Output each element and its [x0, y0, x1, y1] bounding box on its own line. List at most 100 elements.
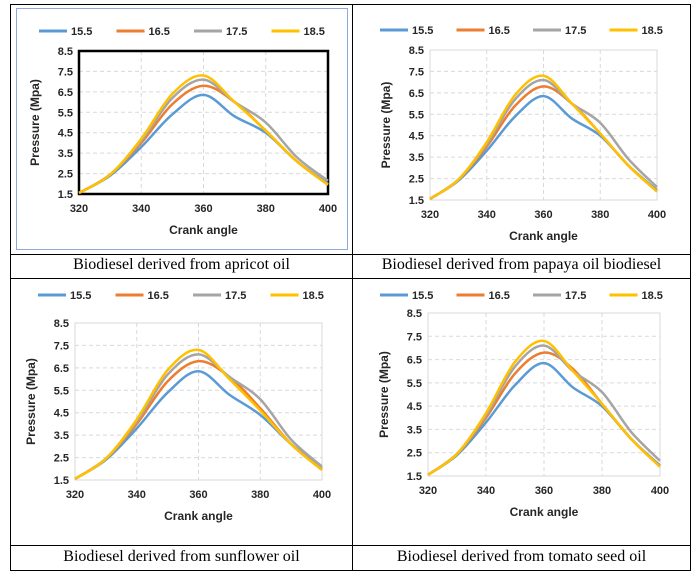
x-tick-label: 320 — [419, 485, 437, 497]
series-line-17.5 — [429, 78, 658, 200]
x-tick-label: 380 — [593, 485, 611, 497]
series-line-16.5 — [74, 359, 323, 480]
legend-label: 17.5 — [565, 25, 586, 37]
y-tick-label: 5.5 — [409, 109, 424, 121]
legend-label: 15.5 — [412, 25, 433, 37]
legend-label: 17.5 — [225, 290, 246, 302]
table-border — [10, 254, 691, 255]
x-tick-label: 340 — [477, 485, 495, 497]
y-tick-label: 5.5 — [407, 378, 422, 390]
y-tick-label: 6.5 — [54, 363, 69, 375]
y-tick-label: 8.5 — [409, 45, 424, 57]
x-tick-label: 380 — [251, 489, 269, 501]
y-tick-label: 5.5 — [58, 107, 73, 119]
caption-tomato: Biodiesel derived from tomato seed oil — [396, 548, 647, 565]
x-tick-label: 400 — [319, 203, 337, 215]
y-tick-label: 1.5 — [409, 195, 424, 207]
y-tick-label: 4.5 — [54, 408, 69, 420]
y-axis-label: Pressure (Mpa) — [28, 79, 42, 166]
y-tick-label: 6.5 — [58, 87, 73, 99]
x-tick-label: 320 — [421, 209, 439, 221]
table-border — [10, 4, 11, 571]
plot-area — [77, 49, 330, 196]
legend-label: 15.5 — [71, 26, 92, 38]
x-axis-label: Crank angle — [164, 509, 233, 523]
y-tick-label: 1.5 — [407, 471, 422, 483]
x-tick-label: 380 — [257, 203, 275, 215]
y-tick-label: 2.5 — [409, 174, 424, 186]
x-tick-label: 320 — [70, 203, 88, 215]
legend-label: 17.5 — [565, 290, 586, 302]
plot-area — [427, 312, 661, 477]
x-tick-label: 340 — [132, 203, 150, 215]
x-tick-label: 360 — [194, 203, 212, 215]
table-border — [10, 4, 691, 5]
x-tick-label: 400 — [651, 485, 669, 497]
y-tick-label: 7.5 — [54, 340, 69, 352]
x-tick-label: 400 — [648, 209, 666, 221]
legend-label: 16.5 — [489, 290, 510, 302]
y-tick-label: 4.5 — [407, 401, 422, 413]
y-tick-label: 1.5 — [58, 189, 73, 201]
x-tick-label: 400 — [313, 489, 331, 501]
legend-label: 18.5 — [642, 290, 663, 302]
series-line-18.5 — [74, 348, 323, 480]
y-tick-label: 6.5 — [409, 88, 424, 100]
legend-label: 15.5 — [70, 290, 91, 302]
legend-label: 16.5 — [148, 290, 169, 302]
chart-sunflower: 1.5 2.5 3.5 4.5 5.5 6.5 7.5 8.5 320 340 360 380 400 C… — [24, 290, 331, 523]
legend-label: 18.5 — [303, 290, 324, 302]
y-axis-label: Pressure (Mpa) — [379, 82, 393, 169]
y-axis-label: Pressure (Mpa) — [24, 358, 38, 445]
y-tick-label: 3.5 — [58, 148, 73, 160]
legend-label: 15.5 — [412, 290, 433, 302]
table-border — [690, 4, 691, 571]
y-axis-label: Pressure (Mpa) — [377, 351, 391, 438]
x-tick-label: 360 — [534, 209, 552, 221]
y-tick-label: 3.5 — [409, 152, 424, 164]
y-tick-label: 8.5 — [58, 46, 73, 58]
plot-area — [74, 322, 323, 481]
x-tick-label: 380 — [591, 209, 609, 221]
y-tick-label: 8.5 — [407, 308, 422, 320]
x-tick-label: 360 — [535, 485, 553, 497]
y-tick-label: 5.5 — [54, 385, 69, 397]
legend-label: 17.5 — [226, 26, 247, 38]
legend-label: 18.5 — [642, 25, 663, 37]
legend-label: 18.5 — [304, 26, 325, 38]
chart-tomato: 1.5 2.5 3.5 4.5 5.5 6.5 7.5 8.5 320 340 360 380 400 C… — [377, 290, 669, 519]
y-tick-label: 2.5 — [407, 448, 422, 460]
caption-sunflower: Biodiesel derived from sunflower oil — [63, 548, 300, 565]
series-line-18.5 — [429, 74, 658, 200]
y-tick-label: 3.5 — [407, 424, 422, 436]
x-axis-label: Crank angle — [510, 505, 579, 519]
y-tick-label: 6.5 — [407, 355, 422, 367]
legend-label: 16.5 — [149, 26, 170, 38]
x-tick-label: 360 — [189, 489, 207, 501]
y-tick-label: 7.5 — [58, 66, 73, 78]
x-axis-label: Crank angle — [509, 229, 578, 243]
y-tick-label: 1.5 — [54, 475, 69, 487]
caption-papaya: Biodiesel derived from papaya oil biodie… — [381, 256, 662, 273]
table-border — [10, 278, 691, 279]
y-tick-label: 2.5 — [54, 453, 69, 465]
x-axis-label: Crank angle — [169, 223, 238, 237]
table-border — [10, 545, 691, 546]
plot-area — [429, 49, 658, 201]
chart-papaya: 1.5 2.5 3.5 4.5 5.5 6.5 7.5 8.5 320 340 360 380 400 C… — [379, 25, 666, 243]
y-tick-label: 4.5 — [409, 131, 424, 143]
table-border — [10, 570, 691, 571]
y-tick-label: 3.5 — [54, 430, 69, 442]
table-border — [352, 4, 353, 571]
y-tick-label: 4.5 — [58, 128, 73, 140]
y-tick-label: 7.5 — [409, 66, 424, 78]
series-line-18.5 — [78, 74, 329, 195]
chart-apricot: 1.5 2.5 3.5 4.5 5.5 6.5 7.5 8.5 320 340 360 380 400 C… — [16, 8, 348, 250]
x-tick-label: 340 — [478, 209, 496, 221]
x-tick-label: 320 — [66, 489, 84, 501]
caption-apricot: Biodiesel derived from apricot oil — [73, 256, 290, 273]
y-tick-label: 7.5 — [407, 331, 422, 343]
series-line-18.5 — [427, 339, 661, 476]
legend-label: 16.5 — [489, 25, 510, 37]
